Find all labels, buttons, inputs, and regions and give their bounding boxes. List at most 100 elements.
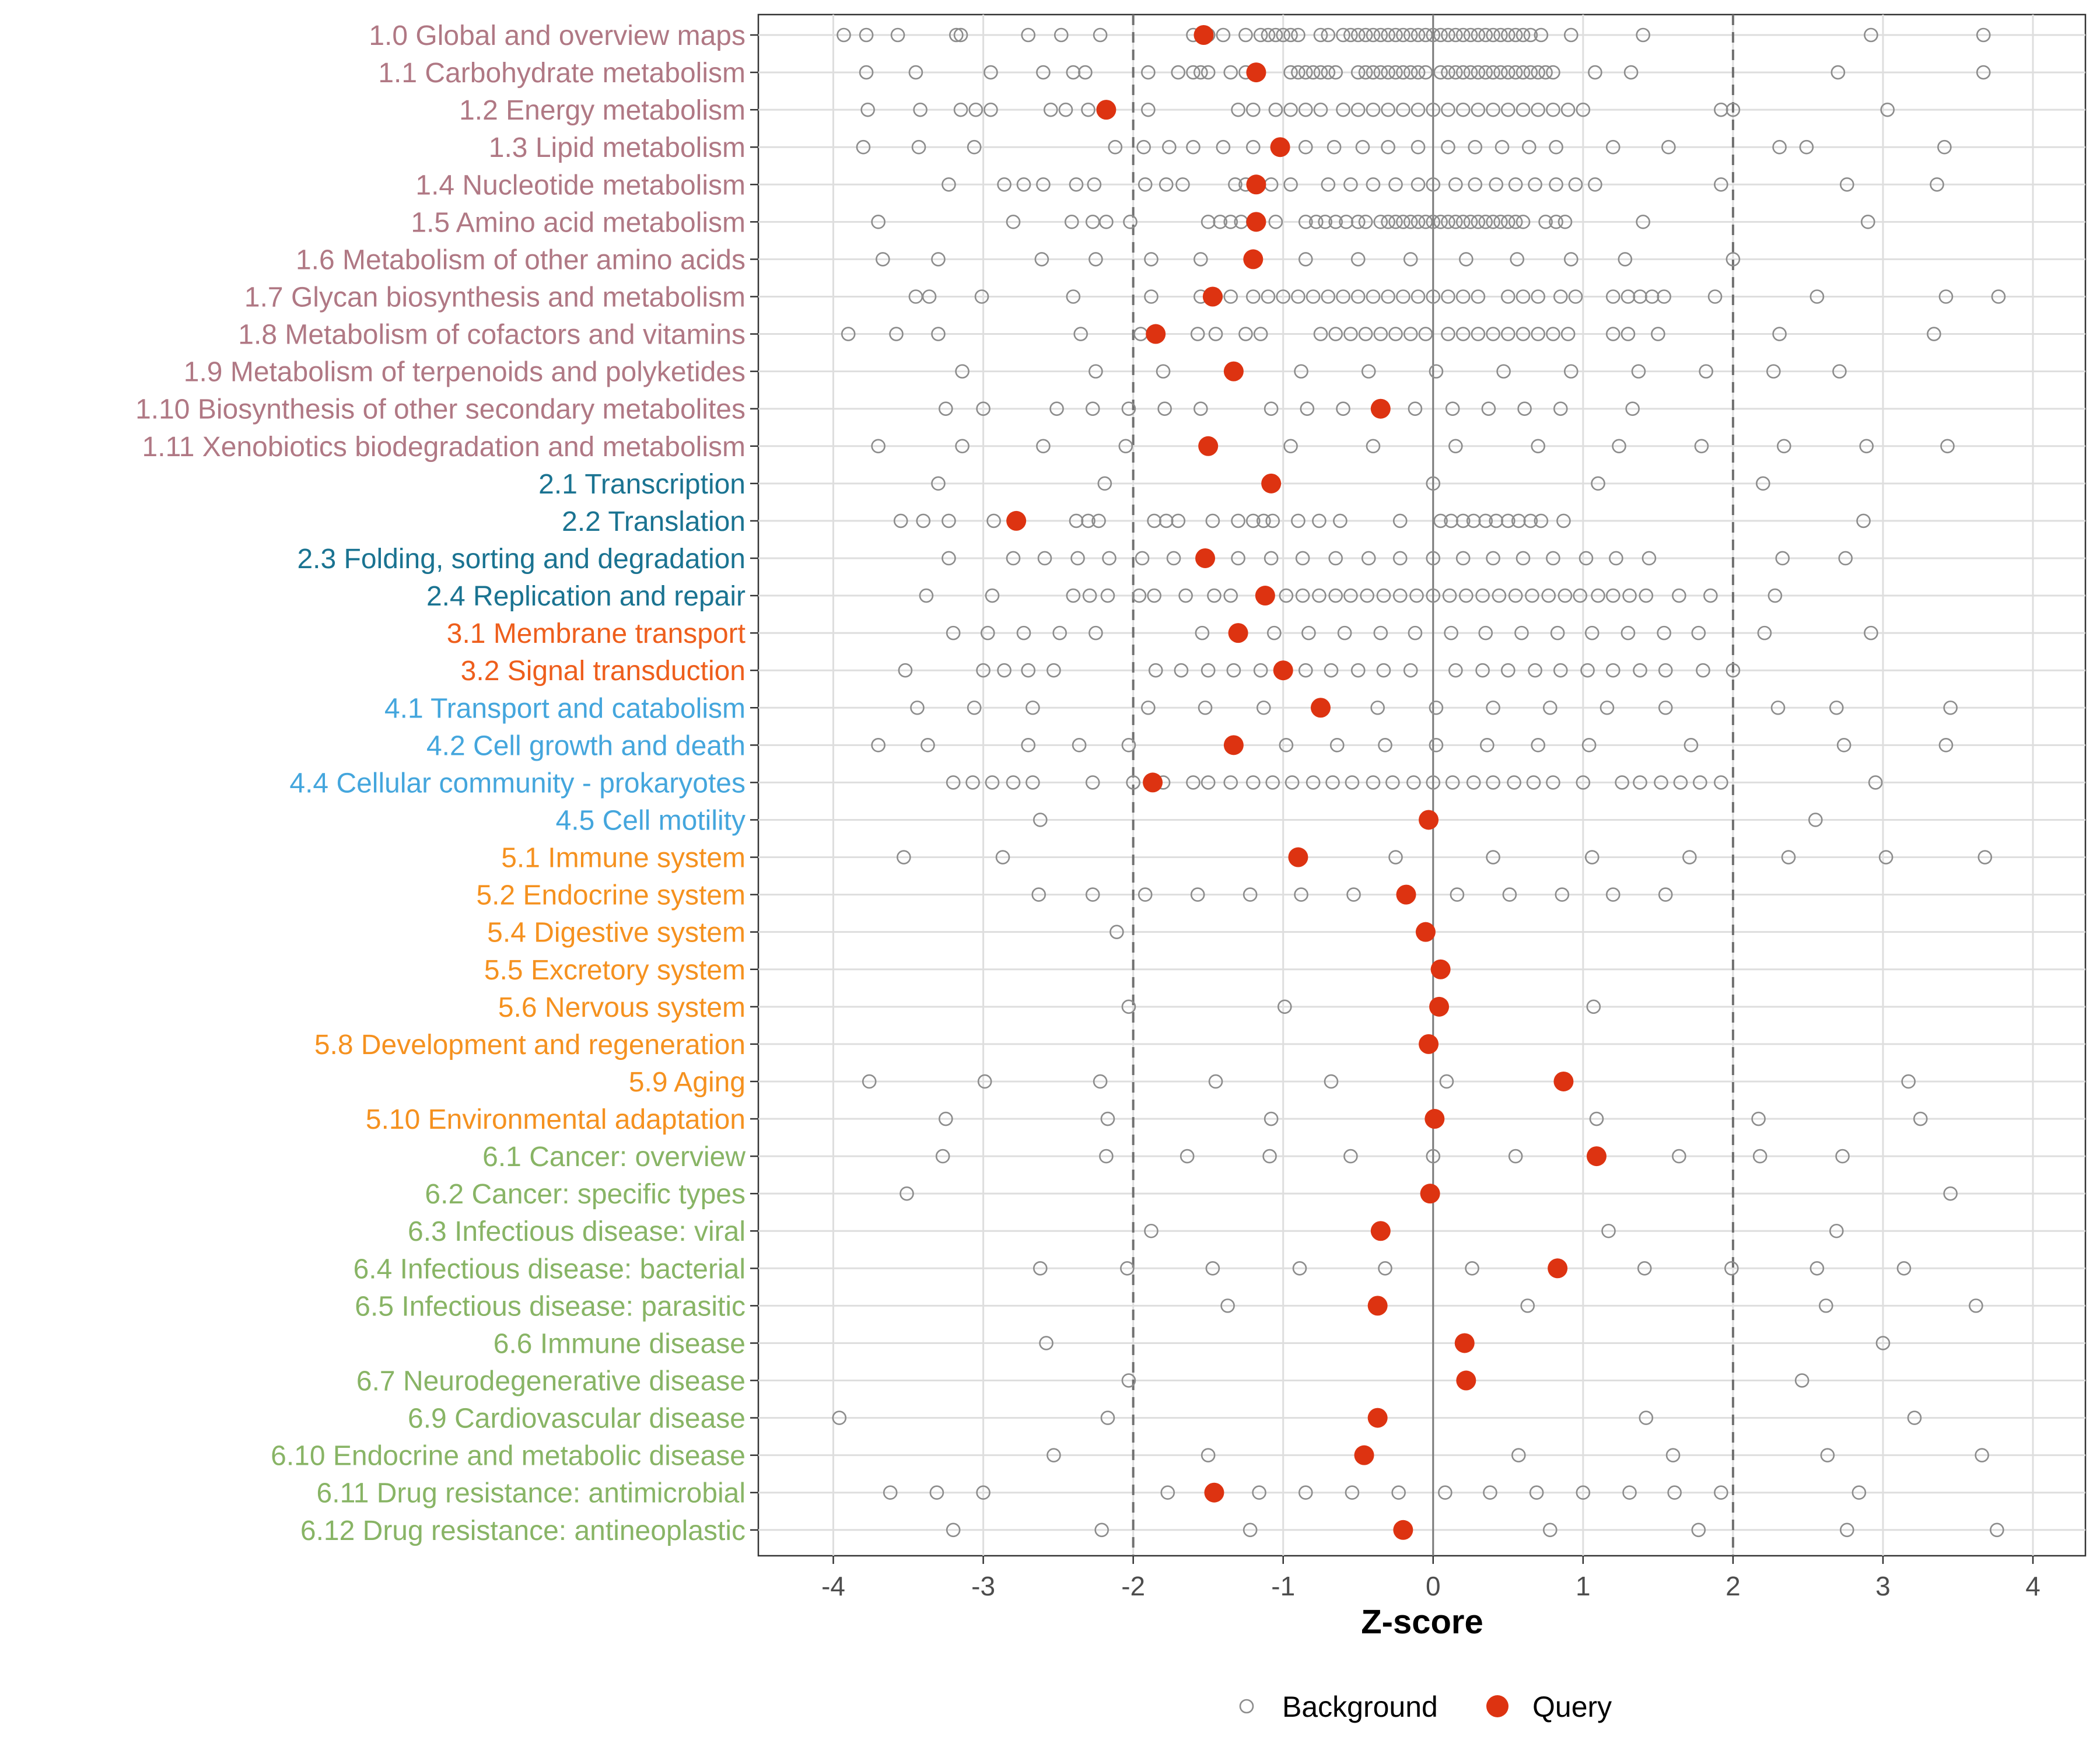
background-point	[1508, 27, 1523, 43]
background-point	[1591, 476, 1605, 491]
background-point	[974, 289, 989, 304]
background-point	[1361, 551, 1376, 566]
background-point	[1326, 139, 1342, 155]
legend-background-label: Background	[1282, 1690, 1438, 1723]
background-point	[1132, 588, 1147, 603]
background-point	[1186, 65, 1200, 80]
background-point	[1208, 327, 1223, 341]
background-point	[1087, 177, 1102, 192]
background-point	[1171, 513, 1186, 528]
background-point	[1542, 1522, 1558, 1538]
background-point	[1654, 775, 1668, 790]
background-point	[910, 700, 925, 715]
background-point	[1403, 252, 1418, 267]
background-point	[1396, 65, 1410, 80]
background-point	[1463, 65, 1478, 80]
background-point	[1328, 588, 1343, 603]
background-point	[1336, 401, 1350, 416]
background-point	[1396, 289, 1410, 304]
background-point	[1726, 102, 1741, 117]
background-point	[984, 102, 998, 117]
background-point	[1283, 27, 1298, 43]
background-point	[1586, 999, 1601, 1014]
query-point	[1456, 1370, 1476, 1391]
background-point	[1246, 775, 1261, 790]
background-point	[1208, 1074, 1223, 1089]
background-point	[1878, 850, 1894, 864]
background-point	[1313, 27, 1328, 43]
background-point	[1448, 215, 1463, 229]
background-point	[1291, 27, 1306, 43]
background-point	[1969, 1298, 1983, 1313]
background-point	[1478, 513, 1493, 528]
query-point	[1246, 174, 1266, 195]
background-point	[1291, 513, 1306, 528]
background-point	[1541, 588, 1556, 603]
background-point	[1403, 215, 1418, 229]
background-point	[1455, 327, 1471, 341]
background-point	[1714, 1485, 1728, 1500]
background-point	[1135, 551, 1150, 566]
background-point	[1468, 139, 1483, 155]
background-point	[1396, 27, 1410, 43]
background-point	[967, 700, 982, 715]
background-point	[1486, 65, 1500, 80]
background-point	[1609, 551, 1623, 566]
background-point	[1418, 65, 1433, 80]
background-point	[1262, 1149, 1277, 1164]
background-point	[1381, 289, 1395, 304]
background-point	[1350, 663, 1366, 678]
query-point	[1202, 286, 1223, 307]
background-point	[1442, 588, 1457, 603]
background-point	[1832, 364, 1847, 379]
background-point	[1511, 513, 1526, 528]
background-point	[1576, 1485, 1591, 1500]
background-point	[1058, 102, 1073, 117]
background-point	[922, 289, 937, 304]
background-point	[1392, 588, 1408, 603]
background-point	[1085, 401, 1100, 416]
background-point	[1261, 289, 1276, 304]
background-point	[1306, 775, 1321, 790]
background-point	[1403, 327, 1418, 341]
background-point	[1265, 513, 1280, 528]
background-point	[1620, 289, 1636, 304]
background-point	[1623, 65, 1639, 80]
background-point	[1066, 289, 1081, 304]
background-point	[1433, 215, 1448, 229]
background-point	[1406, 775, 1421, 790]
background-point	[1049, 401, 1064, 416]
background-point	[1336, 27, 1350, 43]
background-point	[1223, 65, 1238, 80]
background-point	[1046, 663, 1061, 678]
background-point	[1345, 1485, 1360, 1500]
background-point	[1410, 65, 1426, 80]
x-axis-title: Z-score	[1361, 1603, 1483, 1641]
background-point	[1426, 102, 1441, 117]
legend: Background Query	[1239, 1690, 1612, 1723]
query-point	[1228, 623, 1248, 643]
background-point	[1160, 1485, 1175, 1500]
background-point	[1651, 327, 1665, 341]
background-point	[921, 738, 935, 752]
category-label: 1.9 Metabolism of terpenoids and polyket…	[184, 357, 746, 388]
background-point	[1378, 738, 1392, 752]
background-point	[1864, 27, 1878, 43]
background-point	[1756, 476, 1770, 491]
background-point	[1531, 738, 1546, 752]
background-point	[976, 663, 991, 678]
background-point	[1563, 364, 1578, 379]
background-point	[1426, 27, 1441, 43]
background-point	[1459, 588, 1474, 603]
background-point	[1366, 102, 1381, 117]
background-point	[1381, 139, 1395, 155]
background-point	[1523, 65, 1538, 80]
background-point	[1298, 102, 1313, 117]
background-point	[1633, 775, 1647, 790]
category-label: 5.1 Immune system	[501, 843, 746, 874]
background-point	[1588, 65, 1602, 80]
category-label: 4.4 Cellular community - prokaryotes	[289, 768, 746, 799]
background-point	[1361, 364, 1376, 379]
query-point	[1006, 510, 1027, 531]
background-point	[1463, 27, 1478, 43]
